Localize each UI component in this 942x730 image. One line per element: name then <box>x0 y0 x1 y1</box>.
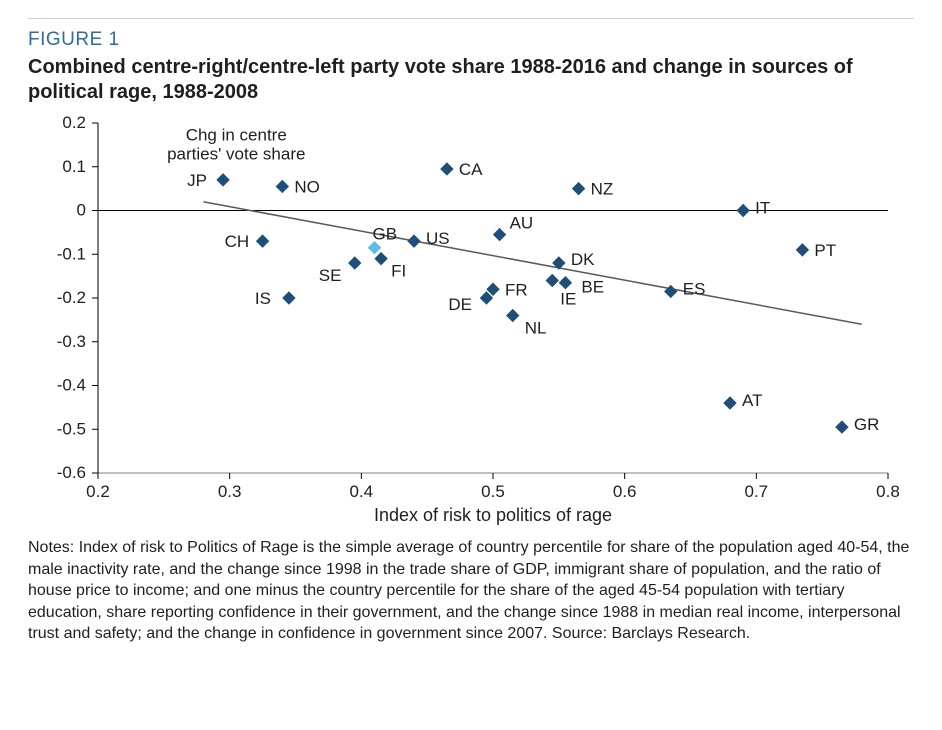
data-point-label: US <box>426 229 450 248</box>
data-point-label: CH <box>225 232 250 251</box>
svg-text:Chg in centre: Chg in centre <box>186 126 287 145</box>
data-point-label: AT <box>742 391 762 410</box>
svg-text:0: 0 <box>77 201 86 220</box>
data-point-label: NO <box>294 177 320 196</box>
data-point-label: ES <box>683 279 706 298</box>
svg-text:-0.4: -0.4 <box>57 376 86 395</box>
svg-text:0.5: 0.5 <box>481 482 505 501</box>
chart-holder: 0.2 0.3 0.4 0.5 0.6 0.7 0.8 -0.6 -0.5 -0.4 -0.3 -0.… <box>28 113 914 533</box>
svg-text:0.2: 0.2 <box>86 482 110 501</box>
svg-text:0.3: 0.3 <box>218 482 242 501</box>
data-point-label: DE <box>448 295 472 314</box>
svg-text:-0.5: -0.5 <box>57 419 86 438</box>
data-point-label: NL <box>525 319 547 338</box>
svg-text:Index of risk to politics of r: Index of risk to politics of rage <box>374 505 612 525</box>
data-point-label: IT <box>755 199 770 218</box>
figure-notes: Notes: Index of risk to Politics of Rage… <box>28 537 914 645</box>
data-point-label: IE <box>560 290 576 309</box>
data-point-label: JP <box>187 171 207 190</box>
figure-title: Combined centre-right/centre-left party … <box>28 55 914 105</box>
data-point-label: AU <box>510 214 534 233</box>
svg-text:parties' vote share: parties' vote share <box>167 145 305 164</box>
data-point-label: GR <box>854 415 880 434</box>
data-point-label: NZ <box>591 180 614 199</box>
svg-text:0.7: 0.7 <box>745 482 769 501</box>
svg-text:0.8: 0.8 <box>876 482 900 501</box>
figure-label: FIGURE 1 <box>28 29 914 51</box>
data-point-label: FI <box>391 262 406 281</box>
data-point-label: CA <box>459 160 483 179</box>
figure-container: FIGURE 1 Combined centre-right/centre-le… <box>0 0 942 730</box>
data-point-label: PT <box>814 241 836 260</box>
svg-text:-0.2: -0.2 <box>57 288 86 307</box>
svg-text:0.4: 0.4 <box>350 482 374 501</box>
svg-text:0.1: 0.1 <box>62 157 86 176</box>
svg-text:-0.6: -0.6 <box>57 463 86 482</box>
data-point-label: GB <box>373 225 398 244</box>
data-point-label: SE <box>319 266 342 285</box>
scatter-chart: 0.2 0.3 0.4 0.5 0.6 0.7 0.8 -0.6 -0.5 -0.4 -0.3 -0.… <box>28 113 908 533</box>
svg-text:0.6: 0.6 <box>613 482 637 501</box>
svg-text:-0.3: -0.3 <box>57 332 86 351</box>
data-point-label: DK <box>571 250 595 269</box>
data-point-label: BE <box>581 278 604 297</box>
svg-text:0.2: 0.2 <box>62 113 86 132</box>
data-point-label: FR <box>505 280 528 299</box>
data-point-label: IS <box>255 289 271 308</box>
top-rule <box>28 18 914 19</box>
svg-text:-0.1: -0.1 <box>57 244 86 263</box>
